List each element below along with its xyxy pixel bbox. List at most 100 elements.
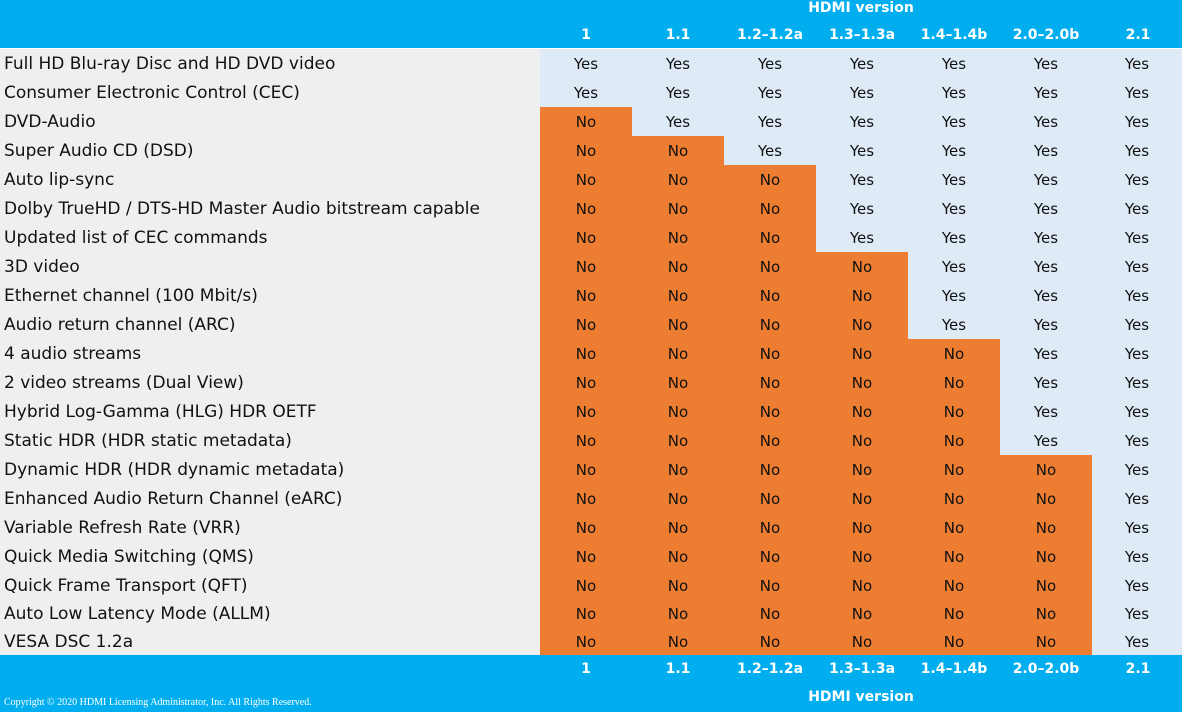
table-row: Quick Media Switching (QMS) No No No No No No Y… (0, 542, 1182, 571)
table-row: Audio return channel (ARC) No No No No Yes Yes… (0, 310, 1182, 339)
support-cell: Yes (724, 78, 816, 107)
support-cell: Yes (540, 78, 632, 107)
table-row: Hybrid Log-Gamma (HLG) HDR OETF No No No No N… (0, 397, 1182, 426)
header-version-2: 1.2–1.2a (736, 27, 804, 43)
support-cell: No (540, 426, 632, 455)
support-cell: No (816, 368, 908, 397)
support-cell: Yes (1092, 49, 1182, 78)
feature-label: Enhanced Audio Return Channel (eARC) (0, 484, 540, 513)
support-cell: Yes (1000, 339, 1092, 368)
support-cell: No (908, 600, 1000, 628)
support-cell: Yes (908, 49, 1000, 78)
table-row: DVD-Audio No Yes Yes Yes Yes Yes Yes (0, 107, 1182, 136)
support-cell: No (1000, 484, 1092, 513)
support-cell: No (632, 223, 724, 252)
support-cell: No (816, 571, 908, 600)
support-cell: Yes (1092, 78, 1182, 107)
support-cell: No (816, 252, 908, 281)
feature-label: Super Audio CD (DSD) (0, 136, 540, 165)
header-version-6: 2.1 (1125, 27, 1151, 43)
support-cell: No (724, 339, 816, 368)
table-row: Auto Low Latency Mode (ALLM) No No No No No No… (0, 600, 1182, 628)
support-cell: No (632, 542, 724, 571)
table-row: Auto lip-sync No No No Yes Yes Yes Yes (0, 165, 1182, 194)
support-cell: No (724, 513, 816, 542)
support-cell: Yes (1092, 310, 1182, 339)
support-cell: No (632, 628, 724, 655)
support-cell: No (540, 542, 632, 571)
support-cell: Yes (1092, 368, 1182, 397)
support-cell: No (724, 165, 816, 194)
support-cell: No (724, 223, 816, 252)
header-version-0: 1 (581, 27, 591, 43)
feature-label: Full HD Blu-ray Disc and HD DVD video (0, 49, 540, 78)
support-cell: No (1000, 542, 1092, 571)
table-row: Super Audio CD (DSD) No No Yes Yes Yes Yes Yes (0, 136, 1182, 165)
support-cell: Yes (816, 165, 908, 194)
support-cell: Yes (1000, 252, 1092, 281)
support-cell: Yes (1000, 397, 1092, 426)
support-cell: No (908, 339, 1000, 368)
support-cell: Yes (816, 194, 908, 223)
support-cell: No (540, 194, 632, 223)
footer-version-0: 1 (581, 661, 591, 677)
support-cell: No (632, 136, 724, 165)
support-cell: No (540, 252, 632, 281)
support-cell: Yes (1092, 484, 1182, 513)
feature-label: Hybrid Log-Gamma (HLG) HDR OETF (0, 397, 540, 426)
support-cell: Yes (816, 136, 908, 165)
support-cell: No (724, 484, 816, 513)
support-cell: No (540, 223, 632, 252)
support-cell: No (540, 513, 632, 542)
support-cell: Yes (1000, 368, 1092, 397)
support-cell: No (632, 368, 724, 397)
support-cell: Yes (632, 107, 724, 136)
support-cell: Yes (1092, 281, 1182, 310)
support-cell: No (816, 484, 908, 513)
support-cell: No (632, 194, 724, 223)
support-cell: No (1000, 455, 1092, 484)
feature-label: Dynamic HDR (HDR dynamic metadata) (0, 455, 540, 484)
support-cell: Yes (1000, 310, 1092, 339)
header-title: HDMI version (808, 0, 914, 16)
support-cell: No (816, 339, 908, 368)
header-version-5: 2.0–2.0b (1012, 27, 1080, 43)
support-cell: Yes (1000, 281, 1092, 310)
support-cell: No (724, 455, 816, 484)
support-cell: Yes (908, 281, 1000, 310)
support-cell: No (724, 194, 816, 223)
support-cell: No (908, 513, 1000, 542)
support-cell: No (908, 397, 1000, 426)
support-cell: No (816, 628, 908, 655)
support-cell: Yes (540, 49, 632, 78)
support-cell: No (724, 628, 816, 655)
support-cell: No (724, 600, 816, 628)
support-cell: Yes (908, 310, 1000, 339)
support-cell: Yes (1000, 107, 1092, 136)
support-cell: Yes (1092, 339, 1182, 368)
support-cell: Yes (816, 223, 908, 252)
feature-label: Auto Low Latency Mode (ALLM) (0, 600, 540, 628)
support-cell: No (816, 426, 908, 455)
support-cell: No (816, 455, 908, 484)
support-cell: No (724, 310, 816, 339)
support-cell: No (540, 397, 632, 426)
footer-band: 1 1.1 1.2–1.2a 1.3–1.3a 1.4–1.4b 2.0–2.0b 2.1 … (0, 655, 1182, 712)
support-cell: No (1000, 628, 1092, 655)
support-cell: Yes (1000, 194, 1092, 223)
support-cell: No (540, 600, 632, 628)
feature-label: 2 video streams (Dual View) (0, 368, 540, 397)
feature-label: 3D video (0, 252, 540, 281)
support-cell: No (724, 571, 816, 600)
header-version-1: 1.1 (665, 27, 691, 43)
support-cell: No (908, 628, 1000, 655)
support-cell: No (816, 600, 908, 628)
support-cell: No (540, 571, 632, 600)
support-cell: No (908, 368, 1000, 397)
support-cell: Yes (724, 107, 816, 136)
feature-label: DVD-Audio (0, 107, 540, 136)
support-cell: No (632, 484, 724, 513)
support-cell: No (816, 513, 908, 542)
header-version-4: 1.4–1.4b (920, 27, 988, 43)
